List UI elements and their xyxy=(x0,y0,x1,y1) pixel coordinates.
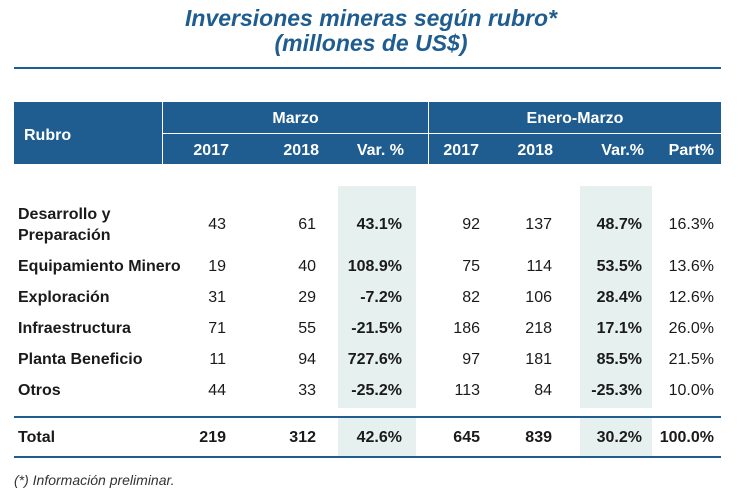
table-cell: 16.3% xyxy=(668,216,714,233)
page-subtitle: (millones de US$) xyxy=(274,30,468,56)
table-cell: 19 xyxy=(208,258,226,275)
table-cell: 44 xyxy=(208,382,226,399)
total-cell: 30.2% xyxy=(596,429,642,446)
header-col: Var.% xyxy=(601,142,644,159)
table-cell: 10.0% xyxy=(668,382,714,399)
title-divider xyxy=(14,67,721,69)
table-cell: 85.5% xyxy=(596,351,642,368)
table-cell: 40 xyxy=(298,258,316,275)
table-cell: 29 xyxy=(298,289,316,306)
row-label: Otros xyxy=(18,382,61,399)
table-cell: 84 xyxy=(534,382,552,399)
table-cell: 113 xyxy=(454,382,480,399)
header-rubro: Rubro xyxy=(24,127,72,144)
table-cell: 28.4% xyxy=(596,289,642,306)
table-cell: 181 xyxy=(525,351,552,368)
table-cell: 114 xyxy=(526,258,552,275)
table-header: Rubro Marzo Enero-Marzo 2017 2018 Var. %… xyxy=(14,102,721,164)
total-cell: 100.0% xyxy=(659,429,714,446)
table-cell: 137 xyxy=(525,216,552,233)
highlight-column-var-enero-marzo xyxy=(580,186,652,408)
highlight-total-var-marzo xyxy=(338,418,416,456)
total-cell: 839 xyxy=(525,429,552,446)
total-label: Total xyxy=(18,429,56,446)
total-divider xyxy=(14,416,721,418)
header-col: Var. % xyxy=(356,142,404,159)
row-label-line2: Preparación xyxy=(18,227,111,244)
table-cell: 26.0% xyxy=(668,320,714,337)
row-label: Exploración xyxy=(18,289,110,306)
table-cell: 17.1% xyxy=(596,320,642,337)
header-col: 2018 xyxy=(283,142,319,159)
table-cell: 186 xyxy=(453,320,480,337)
table-cell: 53.5% xyxy=(596,258,642,275)
table-cell: 106 xyxy=(525,289,552,306)
highlight-total-var-enero-marzo xyxy=(580,418,652,456)
table-cell: 11 xyxy=(209,351,226,368)
footnote: (*) Información preliminar. xyxy=(14,472,175,488)
table-cell: 727.6% xyxy=(347,351,402,368)
table-cell: 43 xyxy=(208,216,226,233)
row-label-line1: Desarrollo y xyxy=(18,206,111,223)
table-cell: -21.5% xyxy=(351,320,402,337)
table-cell: 43.1% xyxy=(356,216,402,233)
table-cell: 61 xyxy=(298,216,316,233)
table-cell: 82 xyxy=(462,289,480,306)
header-divider xyxy=(163,133,721,134)
row-label: Infraestructura xyxy=(18,320,131,337)
table-cell: -25.2% xyxy=(351,382,402,399)
row-label: Equipamiento Minero xyxy=(18,258,181,275)
table-cell: 33 xyxy=(298,382,316,399)
header-col: 2017 xyxy=(193,142,229,159)
header-group-marzo: Marzo xyxy=(272,110,319,127)
highlight-column-var-marzo xyxy=(338,186,416,408)
table-cell: 218 xyxy=(525,320,552,337)
total-cell: 219 xyxy=(199,429,226,446)
table-cell: 48.7% xyxy=(596,216,642,233)
table-cell: 31 xyxy=(208,289,226,306)
header-col: 2017 xyxy=(443,142,479,159)
table-cell: 94 xyxy=(298,351,316,368)
table-cell: 71 xyxy=(208,320,226,337)
table-cell: 108.9% xyxy=(347,258,402,275)
header-col: 2018 xyxy=(517,142,553,159)
table-cell: 75 xyxy=(462,258,480,275)
total-cell: 312 xyxy=(289,429,316,446)
header-col: Part% xyxy=(668,142,714,159)
table-cell: 92 xyxy=(462,216,480,233)
table-cell: -7.2% xyxy=(360,289,402,306)
header-group-enero-marzo: Enero-Marzo xyxy=(526,110,624,127)
header-divider xyxy=(162,102,163,164)
table-cell: 13.6% xyxy=(668,258,714,275)
total-cell: 645 xyxy=(453,429,480,446)
table-cell: 55 xyxy=(298,320,316,337)
table-cell: -25.3% xyxy=(591,382,642,399)
table-cell: 21.5% xyxy=(668,351,714,368)
table-cell: 97 xyxy=(462,351,480,368)
page-title: Inversiones mineras según rubro* xyxy=(185,5,557,31)
row-label: Planta Beneficio xyxy=(18,351,143,368)
total-cell: 42.6% xyxy=(356,429,402,446)
bottom-rule xyxy=(14,456,721,458)
table-cell: 12.6% xyxy=(668,289,714,306)
